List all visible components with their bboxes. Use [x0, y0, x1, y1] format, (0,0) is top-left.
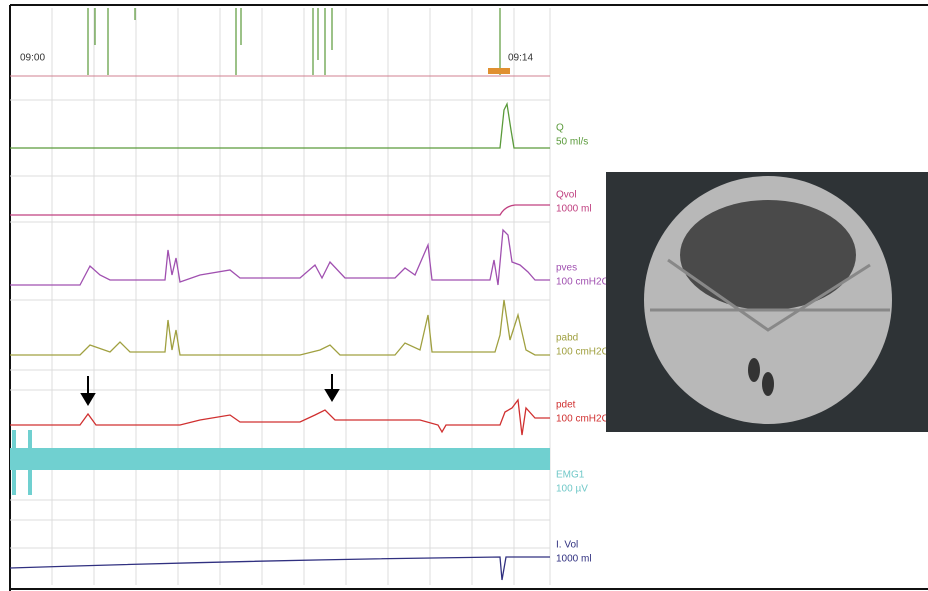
channel-range: 100 cmH2O: [556, 414, 610, 425]
channel-name: Q: [556, 123, 564, 134]
bladder-shadow: [680, 200, 856, 310]
channel-name: EMG1: [556, 470, 585, 481]
trace-emg: [10, 448, 550, 470]
end-time: 09:14: [508, 53, 533, 64]
channel-range: 100 cmH2O: [556, 277, 610, 288]
marker-bar: [488, 68, 510, 74]
channel-name: pves: [556, 263, 577, 274]
channel-range: 100 cmH2O: [556, 347, 610, 358]
channel-name: pdet: [556, 400, 576, 411]
channel-range: 50 ml/s: [556, 137, 588, 148]
channel-name: pabd: [556, 333, 578, 344]
channel-name: Qvol: [556, 190, 577, 201]
screenshot: 09:00 09:14 Q 50 ml/s Qvol 1000 ml pves 100 c…: [0, 0, 928, 591]
start-time: 09:00: [20, 53, 45, 64]
channel-name: I. Vol: [556, 540, 578, 551]
channel-range: 1000 ml: [556, 204, 592, 215]
catheter-tip: [762, 372, 774, 396]
channel-range: 100 µV: [556, 484, 588, 495]
catheter-tip: [748, 358, 760, 382]
channel-range: 1000 ml: [556, 554, 592, 565]
